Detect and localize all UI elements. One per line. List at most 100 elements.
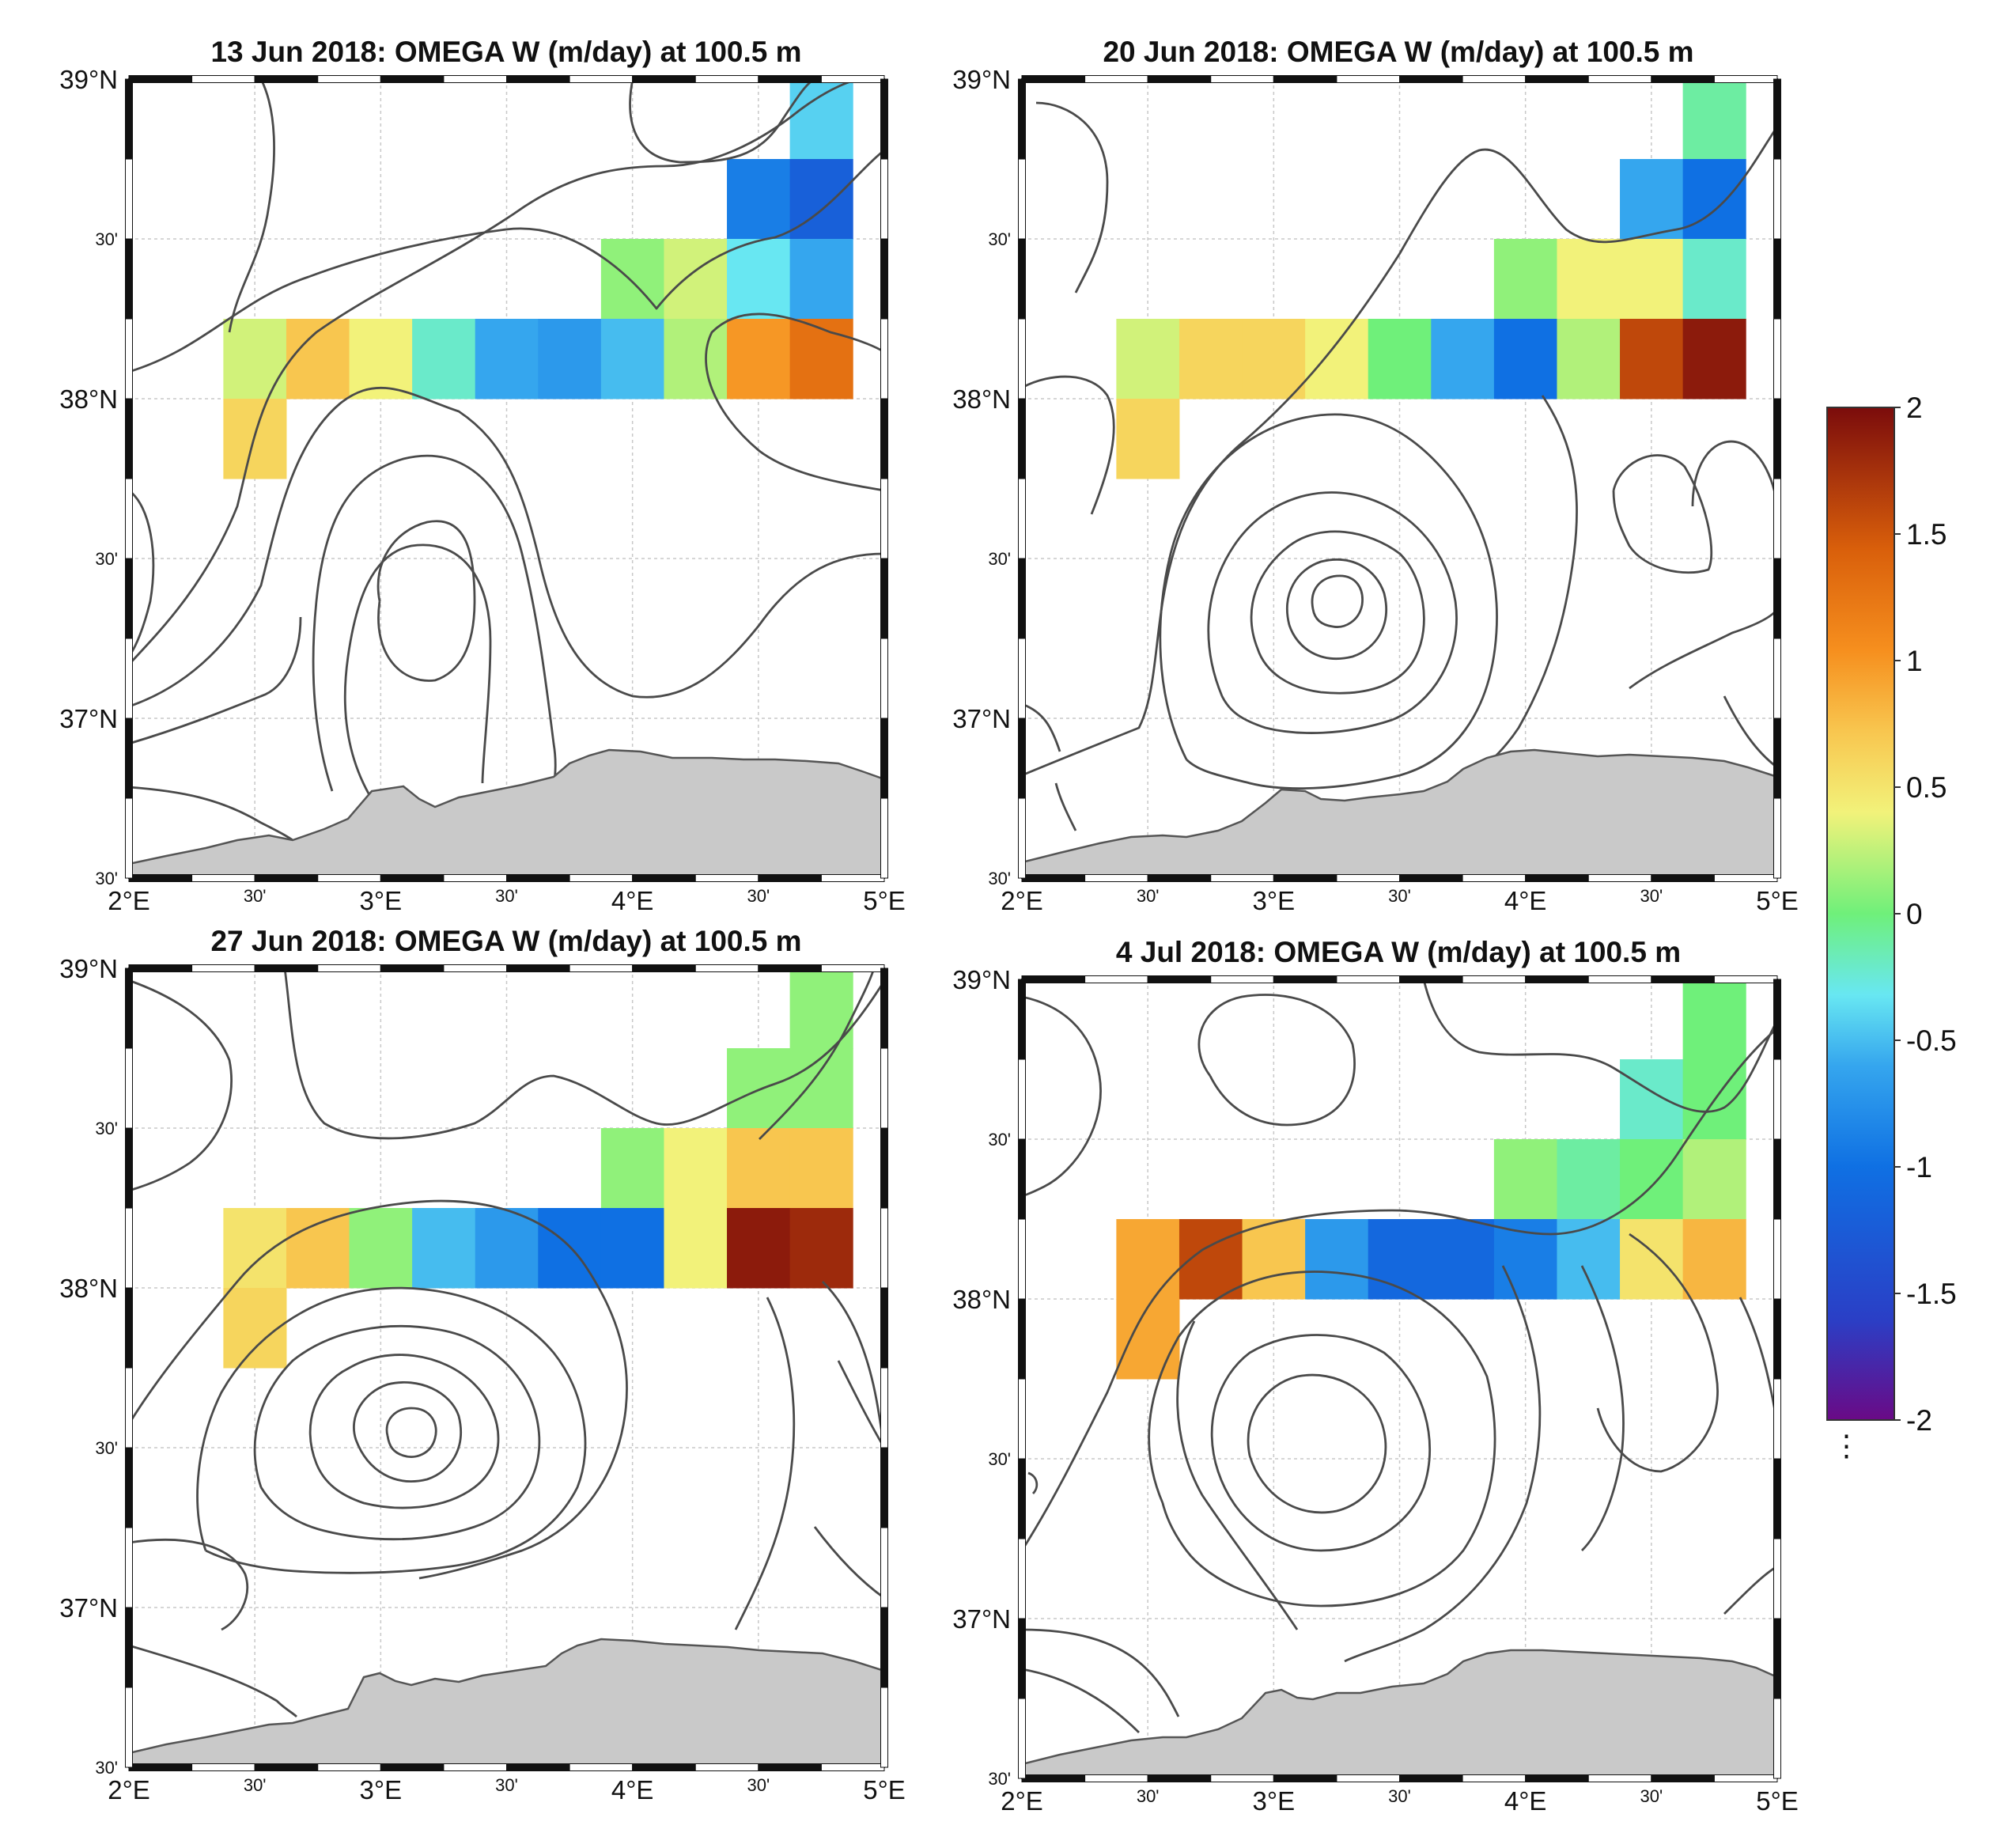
lon-minor-label: 30' [1137, 886, 1160, 906]
frame-tick-left [125, 1207, 133, 1289]
omega-cell [1620, 1219, 1684, 1300]
frame-tick-right [1773, 979, 1781, 1060]
omega-cell [789, 239, 853, 320]
frame-tick-top [1021, 75, 1086, 83]
colorbar-ticks: 2 1.5 1 0.5 0 -0.5 -1 -1.5 -2 [1894, 392, 1957, 1437]
lon-minor-label: 30' [495, 1775, 518, 1795]
frame-ticks [1018, 75, 1781, 882]
frame-tick-right [1773, 1698, 1781, 1779]
frame-tick-left [1018, 1698, 1026, 1779]
lat-tick-label: 39°N [952, 965, 1011, 994]
lat-tick-label: 38°N [952, 1285, 1011, 1314]
frame-tick-bottom [1399, 874, 1463, 882]
frame-tick-right [880, 238, 888, 320]
omega-cell [727, 1128, 791, 1209]
colorbar-tick-label: 0.5 [1906, 771, 1947, 804]
frame-tick-right [880, 1287, 888, 1369]
frame-tick-right [1773, 1458, 1781, 1539]
frame-tick-left [1018, 1218, 1026, 1300]
frame-tick-top [191, 964, 255, 972]
omega-cell [789, 319, 853, 400]
frame-tick-bottom [1336, 1774, 1400, 1782]
colorbar-tick-label: -1 [1906, 1151, 1932, 1183]
frame-tick-right [880, 158, 888, 240]
omega-cell [789, 1048, 853, 1129]
colorbar-tick-label: -0.5 [1906, 1024, 1957, 1057]
lat-minor-label: 30' [95, 229, 118, 249]
frame-tick-right [880, 718, 888, 799]
lon-minor-label: 30' [1137, 1786, 1160, 1806]
frame-tick-top [1210, 975, 1274, 983]
frame-tick-right [880, 1367, 888, 1448]
frame-tick-right [880, 318, 888, 400]
contours [1022, 979, 1777, 1733]
frame-tick-top [1399, 75, 1463, 83]
frame-tick-left [125, 238, 133, 320]
frame-tick-left [125, 638, 133, 719]
lat-minor-label: 30' [95, 1758, 118, 1778]
frame-tick-left [1018, 478, 1026, 559]
frame-tick-right [1773, 1058, 1781, 1140]
lat-minor-label: 30' [988, 1449, 1011, 1469]
frame-tick-left [125, 1047, 133, 1129]
frame-tick-left [1018, 558, 1026, 639]
frame-tick-top [317, 964, 381, 972]
frame-tick-left [125, 718, 133, 799]
omega-cell [1557, 239, 1621, 320]
frame-tick-top [128, 964, 193, 972]
omega-cell [1242, 1219, 1306, 1300]
omega-cell [1557, 1219, 1621, 1300]
north-africa-coast [129, 748, 884, 878]
frame-tick-bottom [1147, 1774, 1212, 1782]
frame-tick-bottom [191, 1763, 255, 1771]
axis-labels: 2°E 3°E 4°E 5°E 30' 30' 30' 39°N 38°N 37°N 30' 30' 3… [952, 965, 1799, 1816]
lon-tick-label: 2°E [1001, 1786, 1043, 1816]
lon-minor-label: 30' [495, 886, 518, 906]
frame-tick-top [1462, 75, 1527, 83]
frame-tick-top [820, 964, 885, 972]
frame-tick-top [380, 75, 445, 83]
panel-13-jun: 13 Jun 2018: OMEGA W (m/day) at 100.5 m [59, 36, 906, 915]
frame-tick-top [820, 75, 885, 83]
omega-cell [727, 159, 791, 240]
omega-cell [727, 1048, 791, 1129]
frame-tick-left [125, 1367, 133, 1448]
omega-cell [1368, 1219, 1432, 1300]
frame-tick-top [1587, 975, 1652, 983]
omega-cell [600, 319, 664, 400]
lon-minor-label: 30' [1388, 1786, 1411, 1806]
omega-cell [349, 1208, 413, 1289]
omega-cell [349, 319, 413, 400]
omega-cell [600, 1208, 664, 1289]
omega-cell [1557, 1139, 1621, 1220]
frame-tick-left [125, 478, 133, 559]
omega-cell [1620, 239, 1684, 320]
frame-tick-top [443, 75, 508, 83]
omega-cell [727, 239, 791, 320]
lat-minor-label: 30' [988, 869, 1011, 888]
frame-tick-top [1273, 75, 1337, 83]
frame-tick-right [880, 1607, 888, 1688]
lat-tick-label: 37°N [59, 1593, 118, 1623]
colorbar-tick-label: -1.5 [1906, 1278, 1957, 1310]
omega-cell [1179, 319, 1243, 400]
frame-tick-top [254, 75, 319, 83]
frame-tick-bottom [1084, 874, 1148, 882]
lon-minor-label: 30' [1388, 886, 1411, 906]
omega-cell [1493, 1139, 1557, 1220]
lat-minor-label: 30' [988, 549, 1011, 569]
omega-cell [1682, 79, 1746, 160]
frame-tick-bottom [443, 874, 508, 882]
frame-tick-left [1018, 1298, 1026, 1380]
axis-labels: 2°E 3°E 4°E 5°E 30' 30' 30' 39°N 38°N 37°N 30' 30' 3… [59, 954, 906, 1804]
omega-cell [1620, 159, 1684, 240]
frame-tick-right [1773, 1378, 1781, 1460]
axis-labels: 2°E 3°E 4°E 5°E 30' 30' 30' 39°N 38°N 37°N 30' 30' 3… [59, 65, 906, 915]
omega-cell [664, 1128, 728, 1209]
frame-tick-top [758, 75, 822, 83]
panel-20-jun: 20 Jun 2018: OMEGA W (m/day) at 100.5 m [952, 36, 1799, 915]
frame-tick-bottom [694, 874, 759, 882]
frame-tick-left [125, 797, 133, 879]
frame-tick-bottom [317, 1763, 381, 1771]
frame-tick-right [880, 638, 888, 719]
